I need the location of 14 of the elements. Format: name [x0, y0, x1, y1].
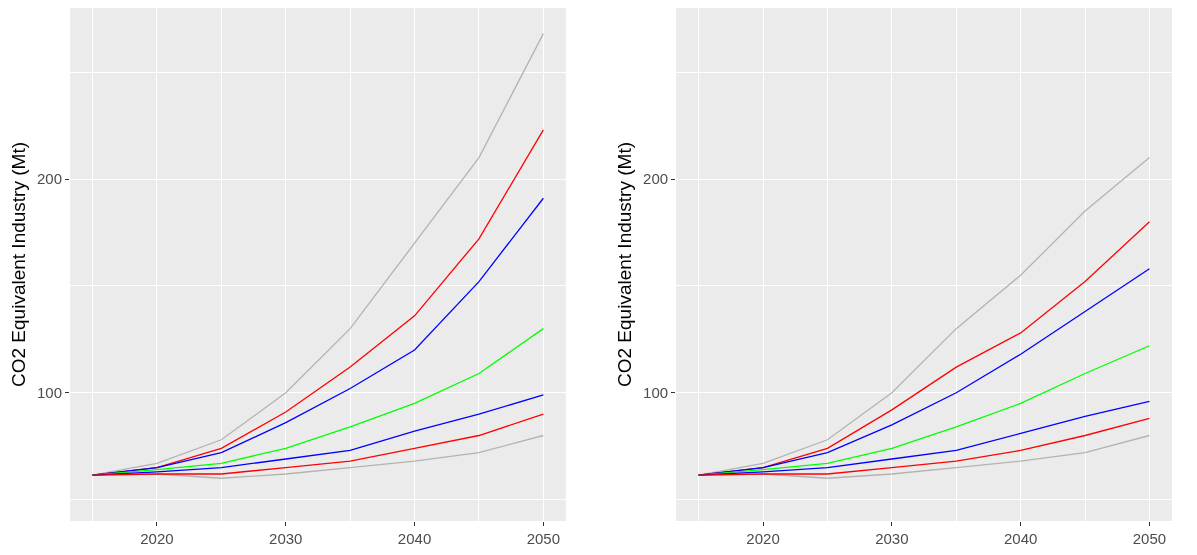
y-tick-label: 200 [36, 170, 62, 188]
y-axis-title: CO2 Equivalent Industry (Mt) [7, 142, 29, 387]
x-tick-label: 2020 [746, 530, 780, 547]
x-tick-label: 2050 [1132, 530, 1167, 547]
x-tick-label: 2040 [397, 530, 432, 547]
x-tick-label: 2030 [269, 530, 303, 547]
x-tick-label: 2020 [140, 530, 174, 547]
x-tick-label: 2050 [526, 530, 561, 547]
y-tick-label: 200 [643, 170, 669, 188]
x-tick-label: 2030 [875, 530, 909, 547]
y-tick-label: 100 [643, 384, 669, 401]
y-axis-title: CO2 Equivalent Industry (Mt) [613, 142, 635, 387]
x-tick-label: 2040 [1003, 530, 1038, 547]
y-tick-label: 100 [36, 384, 62, 401]
